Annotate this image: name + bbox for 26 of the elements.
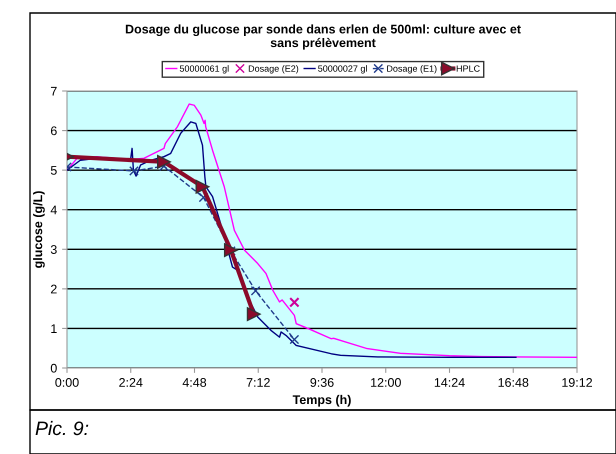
- y-tick-label: 5: [50, 166, 57, 175]
- x-tick-label: 2:24: [119, 378, 143, 387]
- x-tick-label: 4:48: [182, 378, 206, 387]
- y-tick-label: 2: [50, 284, 57, 294]
- legend-label: Dosage (E1): [387, 65, 437, 74]
- y-tick-label: 7: [50, 86, 57, 96]
- y-tick-label: 0: [50, 364, 57, 373]
- chart-title: Dosage du glucose par sonde dans erlen de 500ml: culture avec et sans prélèvement: [126, 24, 521, 50]
- y-tick-label: 6: [50, 126, 57, 136]
- x-tick-label: 7:12: [246, 378, 270, 387]
- y-axis-title: glucose (g/L): [33, 191, 45, 268]
- legend-label: 50000027 gl: [318, 65, 367, 74]
- legend-label: Dosage (E2): [248, 65, 298, 74]
- text: Pic. 9:: [36, 420, 88, 436]
- x-tick-label: 9:36: [310, 378, 334, 387]
- legend-label: HPLC: [456, 65, 480, 72]
- legend-label: 50000061 gl: [180, 65, 229, 74]
- x-tick-label: 12:00: [371, 378, 401, 387]
- x-tick-label: 0:00: [55, 378, 79, 387]
- y-tick-label: 3: [50, 245, 57, 254]
- y-tick-label: 1: [51, 324, 57, 333]
- x-tick-label: 14:24: [434, 378, 465, 387]
- x-tick-label: 19:12: [562, 378, 592, 387]
- x-tick-label: 16:48: [498, 378, 528, 387]
- y-tick-label: 4: [50, 206, 57, 214]
- x-axis-title: Temps (h): [292, 394, 351, 407]
